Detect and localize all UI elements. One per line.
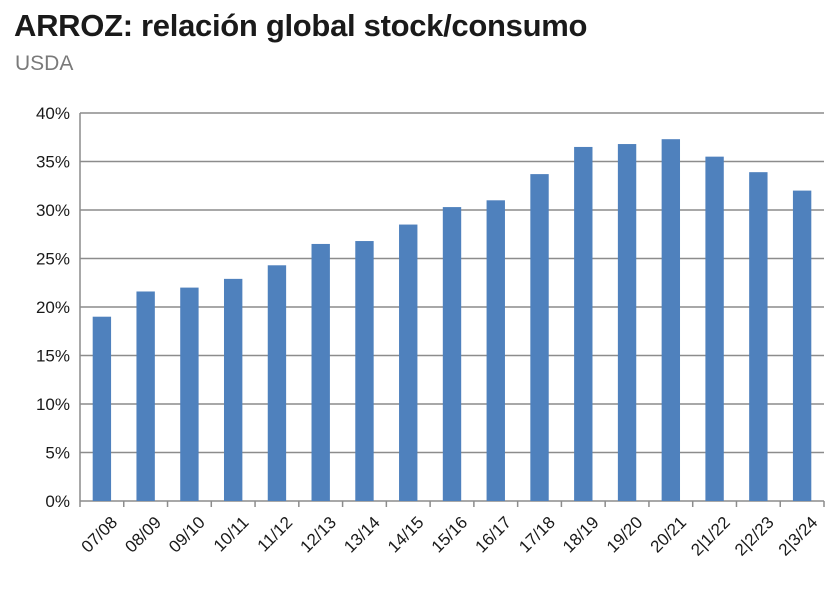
bar xyxy=(136,291,155,501)
bar xyxy=(749,172,768,502)
bar xyxy=(661,139,681,501)
bar xyxy=(180,287,199,501)
chart-title: ARROZ: relación global stock/consumo xyxy=(14,8,588,43)
chart-subtitle: USDA xyxy=(15,52,74,75)
x-axis-ticks: 07/08 08/09 09/10 10/11 11/12 12/13 13/14 14/15… xyxy=(78,513,822,560)
bar xyxy=(399,224,418,502)
bar xyxy=(617,144,637,502)
x-tick-label: 2|2/23 xyxy=(731,513,778,560)
x-tick-label: 19/20 xyxy=(603,513,647,557)
bar xyxy=(92,316,112,501)
y-tick-label: 40% xyxy=(36,104,70,123)
y-axis-ticks: 0% 5% 10% 15% 20% 25% 30% 35% 40% xyxy=(36,104,70,511)
x-tick-label: 18/19 xyxy=(559,513,603,557)
bar xyxy=(442,207,462,501)
bars xyxy=(92,139,812,502)
y-tick-label: 30% xyxy=(36,201,70,220)
y-tick-label: 15% xyxy=(36,347,70,366)
x-tick-label: 2|1/22 xyxy=(687,513,734,560)
x-tick-label: 12/13 xyxy=(296,513,340,557)
bar xyxy=(267,265,287,501)
bar xyxy=(355,241,374,502)
y-tick-label: 10% xyxy=(36,395,70,414)
y-tick-label: 5% xyxy=(45,444,70,463)
x-tick-label: 07/08 xyxy=(78,513,122,557)
y-tick-label: 35% xyxy=(36,153,70,172)
bar xyxy=(792,190,812,501)
x-tick-label: 14/15 xyxy=(384,513,428,557)
bar xyxy=(311,243,330,501)
x-tick-label: 13/14 xyxy=(340,513,384,557)
bar xyxy=(486,200,505,502)
x-tick-label: 10/11 xyxy=(210,513,253,556)
x-tick-label: 20/21 xyxy=(647,513,691,557)
x-tick-label: 11/12 xyxy=(254,513,297,556)
x-tick-label: 15/16 xyxy=(428,513,472,557)
bar xyxy=(705,156,724,501)
bar xyxy=(574,146,593,501)
x-tick-label: 08/09 xyxy=(121,513,165,557)
y-tick-label: 0% xyxy=(45,492,70,511)
bar xyxy=(223,278,243,501)
y-tick-label: 20% xyxy=(36,298,70,317)
x-tick-label: 16/17 xyxy=(472,513,516,557)
x-tick-label: 17/18 xyxy=(515,513,559,557)
bar xyxy=(530,174,549,502)
y-tick-label: 25% xyxy=(36,250,70,269)
x-tick-label: 09/10 xyxy=(165,513,209,557)
x-tick-label: 2|3/24 xyxy=(775,513,822,560)
